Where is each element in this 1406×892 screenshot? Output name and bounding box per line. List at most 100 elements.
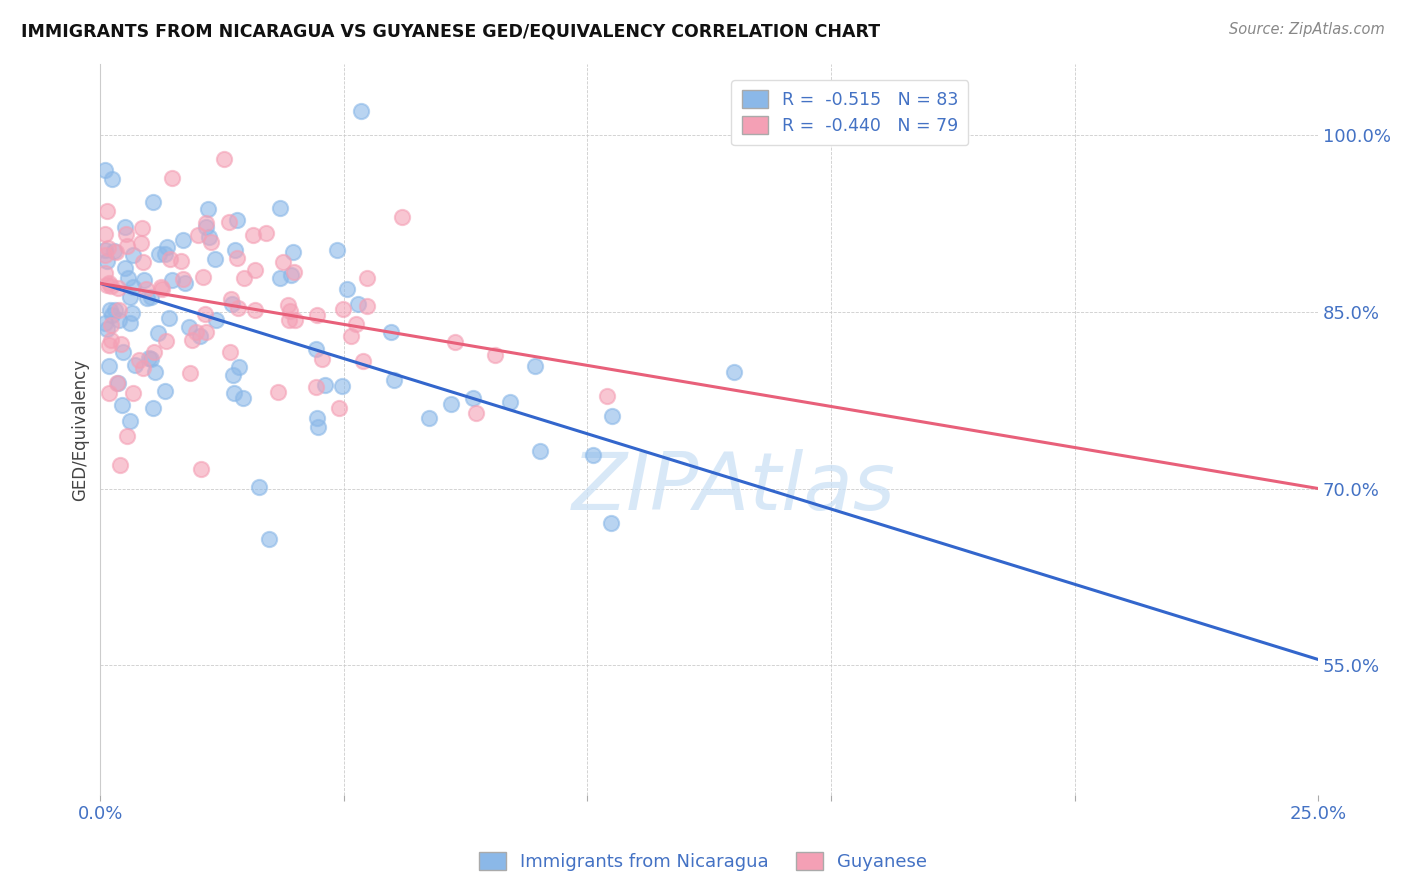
Point xyxy=(110,337,132,351)
Point xyxy=(194,216,217,230)
Point xyxy=(96,254,118,268)
Point xyxy=(280,268,302,283)
Point xyxy=(212,152,235,166)
Point xyxy=(484,348,506,362)
Point xyxy=(100,172,122,186)
Point xyxy=(117,429,139,443)
Point xyxy=(129,235,152,250)
Point xyxy=(226,213,249,227)
Point xyxy=(283,264,305,278)
Legend: Immigrants from Nicaragua, Guyanese: Immigrants from Nicaragua, Guyanese xyxy=(471,845,935,879)
Point xyxy=(221,297,243,311)
Point xyxy=(142,195,165,210)
Point xyxy=(107,376,129,390)
Point xyxy=(254,226,277,240)
Point xyxy=(132,255,155,269)
Point xyxy=(269,271,291,285)
Point xyxy=(222,368,245,382)
Point xyxy=(232,391,254,405)
Point xyxy=(96,322,118,336)
Point xyxy=(190,461,212,475)
Point xyxy=(328,401,350,416)
Point xyxy=(103,244,125,258)
Point xyxy=(243,303,266,318)
Point xyxy=(218,215,240,229)
Point xyxy=(135,282,157,296)
Text: IMMIGRANTS FROM NICARAGUA VS GUYANESE GED/EQUIVALENCY CORRELATION CHART: IMMIGRANTS FROM NICARAGUA VS GUYANESE GE… xyxy=(21,22,880,40)
Point xyxy=(596,389,619,403)
Point xyxy=(97,337,120,351)
Point xyxy=(233,271,256,285)
Point xyxy=(304,380,326,394)
Point xyxy=(599,516,621,531)
Point xyxy=(582,448,605,462)
Point xyxy=(172,272,194,286)
Point xyxy=(108,312,131,326)
Point xyxy=(523,359,546,373)
Point xyxy=(100,333,122,347)
Point xyxy=(128,353,150,368)
Point xyxy=(143,345,166,359)
Text: Source: ZipAtlas.com: Source: ZipAtlas.com xyxy=(1229,22,1385,37)
Point xyxy=(174,276,197,290)
Point xyxy=(188,329,211,343)
Point xyxy=(94,244,117,258)
Point xyxy=(418,411,440,425)
Y-axis label: GED/Equivalency: GED/Equivalency xyxy=(72,359,89,500)
Point xyxy=(305,343,328,357)
Point xyxy=(111,344,134,359)
Point xyxy=(271,255,294,269)
Point xyxy=(94,316,117,330)
Point xyxy=(382,373,405,387)
Point xyxy=(155,246,177,260)
Point xyxy=(221,292,243,306)
Point xyxy=(162,272,184,286)
Point xyxy=(149,279,172,293)
Point xyxy=(124,358,146,372)
Point xyxy=(150,282,173,296)
Point xyxy=(97,386,120,401)
Point xyxy=(157,311,180,326)
Point xyxy=(205,313,228,327)
Point xyxy=(356,299,378,313)
Point xyxy=(226,301,249,315)
Point xyxy=(132,273,155,287)
Point xyxy=(179,320,201,334)
Point xyxy=(100,308,122,322)
Point xyxy=(440,397,463,411)
Point xyxy=(356,270,378,285)
Point xyxy=(118,290,141,304)
Point xyxy=(100,318,122,333)
Point xyxy=(461,391,484,405)
Point xyxy=(104,245,127,260)
Point xyxy=(269,201,291,215)
Point xyxy=(105,376,128,390)
Point xyxy=(97,277,120,291)
Point xyxy=(156,240,179,254)
Point xyxy=(179,366,201,380)
Point xyxy=(307,419,329,434)
Point xyxy=(499,395,522,409)
Point xyxy=(148,247,170,261)
Point xyxy=(115,227,138,242)
Point xyxy=(222,386,245,401)
Point xyxy=(138,351,160,365)
Point xyxy=(100,279,122,293)
Point xyxy=(278,304,301,318)
Point xyxy=(181,333,204,347)
Point xyxy=(96,277,118,292)
Point xyxy=(98,359,121,373)
Point xyxy=(380,325,402,339)
Point xyxy=(277,313,299,327)
Point xyxy=(330,379,353,393)
Point xyxy=(195,325,218,339)
Point xyxy=(257,532,280,546)
Point xyxy=(307,308,329,322)
Point xyxy=(194,220,217,235)
Point xyxy=(110,458,132,472)
Point xyxy=(97,240,120,254)
Point xyxy=(120,414,142,428)
Point xyxy=(135,291,157,305)
Point xyxy=(170,254,193,268)
Point xyxy=(305,410,328,425)
